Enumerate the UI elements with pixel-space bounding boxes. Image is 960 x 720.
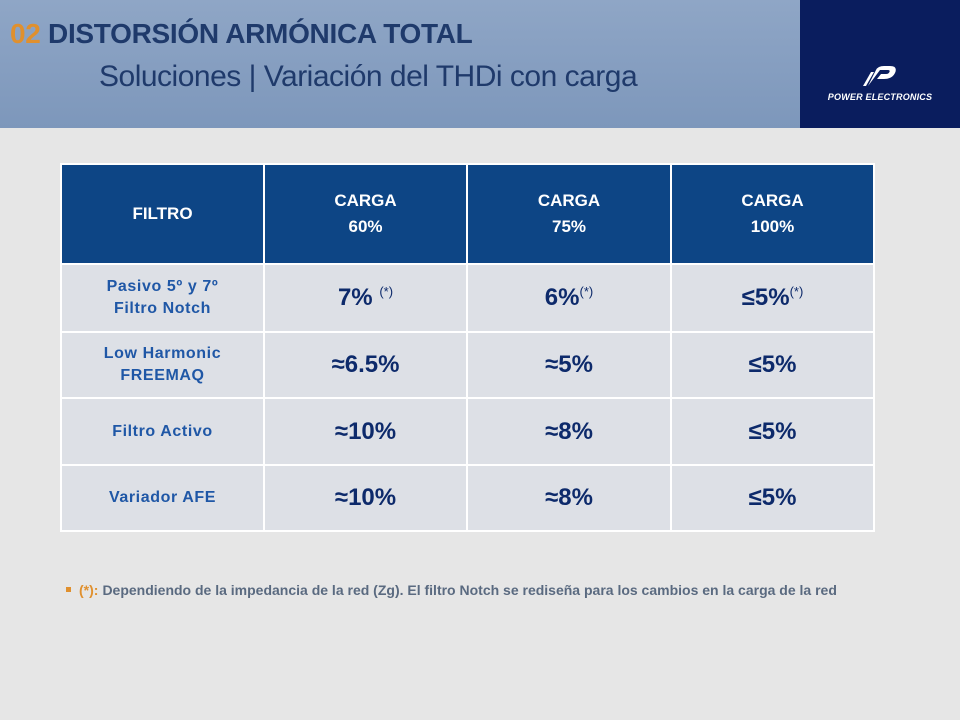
column-header-filtro: FILTRO [60,163,265,265]
table-cell: 6%(*) [466,263,672,333]
row-label: Variador AFE [60,464,265,532]
table-cell: ≈10% [263,397,468,466]
table-cell: ≈8% [466,464,672,532]
table-header-row: FILTRO CARGA 60% CARGA 75% CARGA 100% [60,163,875,265]
header-load: 75% [551,217,587,236]
cell-value: ≈5% [545,351,593,378]
table-cell: ≤5%(*) [670,263,875,333]
table-cell: ≈8% [466,397,672,466]
header-label: CARGA [537,191,601,210]
cell-value: ≤5% [741,284,790,311]
cell-value: ≤5% [748,351,797,378]
row-label: Filtro Activo [60,397,265,466]
cell-value: ≈6.5% [331,351,400,378]
table-cell: ≈5% [466,331,672,399]
cell-value: ≈8% [545,484,593,511]
cell-note: (*) [789,284,804,299]
row-label-line: Variador AFE [108,489,217,506]
section-number: 02 [10,18,41,49]
column-header-carga-75: CARGA 75% [466,163,672,265]
table-row: Pasivo 5º y 7º Filtro Notch 7% (*) 6%(*) … [60,263,875,333]
cell-value: ≈10% [334,484,397,511]
cell-value: 6% [544,284,580,311]
cell-value: 7% [337,284,373,311]
table-row: Variador AFE ≈10% ≈8% ≤5% [60,464,875,532]
table-cell: ≈10% [263,464,468,532]
square-bullet-icon [66,586,71,592]
header-bar: 02 DISTORSIÓN ARMÓNICA TOTAL Soluciones … [0,0,800,128]
page-subtitle: Soluciones | Variación del THDi con carg… [99,60,638,93]
table-cell: ≤5% [670,464,875,532]
footnote-text: Dependiendo de la impedancia de la red (… [102,582,837,598]
table-cell: ≤5% [670,331,875,399]
table-cell: ≤5% [670,397,875,466]
table-row: Low Harmonic FREEMAQ ≈6.5% ≈5% ≤5% [60,331,875,399]
row-label: Low Harmonic FREEMAQ [60,331,265,399]
brand-logo: POWER ELECTRONICS [800,0,960,128]
power-electronics-logo-icon [863,66,896,86]
table-row: Filtro Activo ≈10% ≈8% ≤5% [60,397,875,466]
table-cell: 7% (*) [263,263,468,333]
brand-name: POWER ELECTRONICS [827,92,933,102]
column-header-carga-100: CARGA 100% [670,163,875,265]
header-load: 100% [750,217,795,236]
row-label: Pasivo 5º y 7º Filtro Notch [60,263,265,333]
cell-value: ≈8% [545,417,593,445]
row-label-line: Pasivo 5º y 7º [106,278,219,295]
header-label: FILTRO [132,204,193,223]
header-label: CARGA [334,191,397,210]
section-title: DISTORSIÓN ARMÓNICA TOTAL [48,18,473,49]
cell-note: (*) [379,284,394,299]
row-label-line: FREEMAQ [120,367,205,384]
page-title: 02 DISTORSIÓN ARMÓNICA TOTAL [10,18,473,50]
footnote-key: (*): [79,582,99,598]
header-label: CARGA [741,191,804,210]
thdi-table: FILTRO CARGA 60% CARGA 75% CARGA 100% Pasiv… [60,163,875,532]
column-header-carga-60: CARGA 60% [263,163,468,265]
cell-value: ≤5% [748,417,797,445]
table-cell: ≈6.5% [263,331,468,399]
footnote: (*): Dependiendo de la impedancia de la r… [66,582,946,598]
header-load: 60% [348,217,383,236]
row-label-line: Filtro Notch [114,300,211,317]
row-label-line: Filtro Activo [112,422,213,440]
cell-note: (*) [579,284,594,299]
cell-value: ≈10% [334,417,397,445]
cell-value: ≤5% [748,484,797,511]
row-label-line: Low Harmonic [103,345,222,362]
